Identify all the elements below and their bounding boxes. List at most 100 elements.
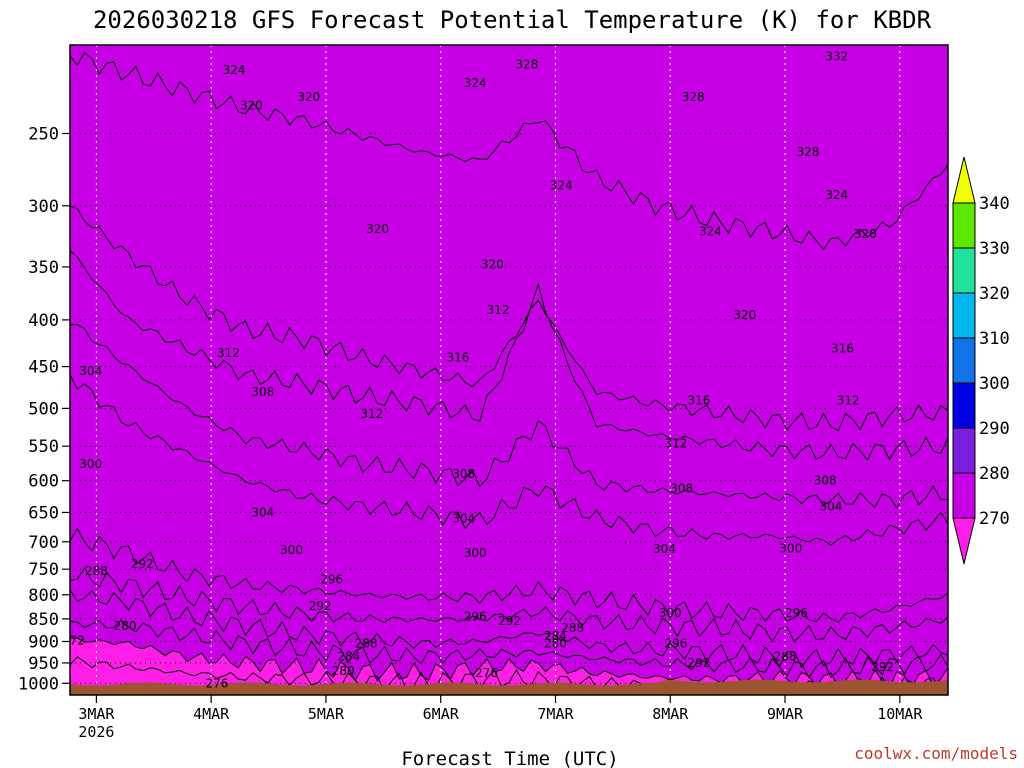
contour-label-324: 324 [464, 76, 487, 90]
colorbar-band-310-320 [952, 292, 976, 339]
colorbar-tick-330: 330 [979, 239, 1010, 259]
y-tick-label-450: 450 [28, 358, 59, 378]
contour-label-328: 328 [682, 90, 705, 104]
x-tick-label-9MAR: 9MAR [767, 705, 804, 723]
credit-text: coolwx.com/models [854, 744, 1018, 763]
contour-label-316: 316 [831, 342, 854, 356]
contour-label-292: 292 [131, 557, 154, 571]
contour-label-304: 304 [653, 542, 676, 556]
colorbar-band-330-340 [952, 202, 976, 249]
theta-band-332 [70, 40, 948, 44]
contour-label-316: 316 [446, 351, 469, 365]
contour-label-292: 292 [309, 599, 332, 613]
contour-label-288: 288 [774, 650, 797, 664]
y-tick-label-350: 350 [28, 258, 59, 278]
contour-label-308: 308 [251, 385, 274, 399]
contour-label-320: 320 [240, 99, 263, 113]
contour-label-308: 308 [670, 482, 693, 496]
colorbar-legend: 340 330 320 310 300 290 280 270 [952, 156, 1010, 565]
colorbar-tick-320: 320 [979, 284, 1010, 304]
colorbar-tick-340: 340 [979, 194, 1010, 214]
grid-lines [70, 45, 948, 695]
y-tick-label-600: 600 [28, 472, 59, 492]
y-tick-label-900: 900 [28, 632, 59, 652]
colorbar-band-320-330 [952, 247, 976, 294]
x-tick-label-4MAR: 4MAR [193, 705, 230, 723]
contour-label-324: 324 [223, 63, 246, 77]
y-tick-label-300: 300 [28, 197, 59, 217]
y-tick-label-850: 850 [28, 610, 59, 630]
y-tick-label-400: 400 [28, 311, 59, 331]
contour-label-324: 324 [825, 188, 848, 202]
contour-label-308: 308 [814, 474, 837, 488]
theta-bands [70, 40, 948, 690]
contour-label-272: 272 [62, 634, 85, 648]
colorbar-band-300-310 [952, 337, 976, 384]
contour-label-284: 284 [337, 650, 360, 664]
y-tick-label-250: 250 [28, 124, 59, 144]
y-tick-label-750: 750 [28, 560, 59, 580]
colorbar-tick-310: 310 [979, 329, 1010, 349]
contour-label-292: 292 [498, 614, 521, 628]
theta-contours [70, 51, 948, 694]
contour-label-300: 300 [659, 606, 682, 620]
contour-label-300: 300 [280, 543, 303, 557]
x-tick-label-8MAR: 8MAR [652, 705, 689, 723]
y-tick-label-800: 800 [28, 586, 59, 606]
contour-label-324: 324 [699, 224, 722, 238]
contour-label-280: 280 [332, 664, 355, 678]
contour-label-288: 288 [355, 637, 378, 651]
contour-label-288: 288 [85, 564, 108, 578]
contour-label-328: 328 [797, 145, 820, 159]
contour-284 [70, 619, 948, 679]
contour-label-312: 312 [487, 303, 510, 317]
contour-label-276: 276 [205, 676, 228, 690]
x-tick-year: 2026 [78, 723, 114, 741]
x-tick-label-10MAR: 10MAR [877, 705, 923, 723]
contour-324 [70, 51, 948, 251]
contour-label-324: 324 [550, 178, 573, 192]
x-tick-label-3MAR: 3MAR [78, 705, 115, 723]
contour-292 [70, 567, 948, 643]
contour-label-296: 296 [320, 573, 343, 587]
x-tick-label-5MAR: 5MAR [308, 705, 345, 723]
x-tick-label-7MAR: 7MAR [537, 705, 574, 723]
x-tick-label-6MAR: 6MAR [423, 705, 460, 723]
contour-label-328: 328 [515, 57, 538, 71]
contour-312 [70, 250, 948, 462]
contour-label-300: 300 [464, 546, 487, 560]
colorbar-band-290-300 [952, 382, 976, 429]
plot-area: 324 320 320 324 328 328 328 332 324 324 324 320 320 3… [62, 40, 948, 695]
contour-304 [70, 374, 948, 546]
contour-label-312: 312 [217, 346, 240, 360]
contour-label-288: 288 [561, 621, 584, 635]
y-tick-label-550: 550 [28, 437, 59, 457]
contour-296 [70, 527, 948, 623]
colorbar-band-280-290 [952, 427, 976, 474]
colorbar-tick-290: 290 [979, 419, 1010, 439]
y-tick-label-650: 650 [28, 503, 59, 523]
pressure-axis: 2503003504004505005506006507007508008509… [18, 124, 70, 694]
contour-label-308: 308 [452, 467, 475, 481]
contour-label-320: 320 [366, 222, 389, 236]
contour-label-296: 296 [785, 606, 808, 620]
contour-label-304: 304 [79, 364, 102, 378]
y-tick-label-1000: 1000 [18, 674, 59, 694]
contour-label-304: 304 [819, 499, 842, 513]
contour-label-320: 320 [297, 90, 320, 104]
contour-label-292: 292 [687, 656, 710, 670]
contour-label-276: 276 [475, 666, 498, 680]
plot-frame [69, 44, 949, 696]
contour-288 [70, 589, 948, 669]
colorbar-over-arrow [952, 156, 976, 204]
contour-label-320: 320 [733, 308, 756, 322]
colorbar-tick-270: 270 [979, 509, 1010, 529]
contour-label-320: 320 [481, 258, 504, 272]
y-tick-label-700: 700 [28, 533, 59, 553]
contour-label-332: 332 [825, 50, 848, 64]
contour-label-304: 304 [251, 505, 274, 519]
contour-label-280: 280 [114, 619, 137, 633]
contour-label-304: 304 [452, 511, 475, 525]
